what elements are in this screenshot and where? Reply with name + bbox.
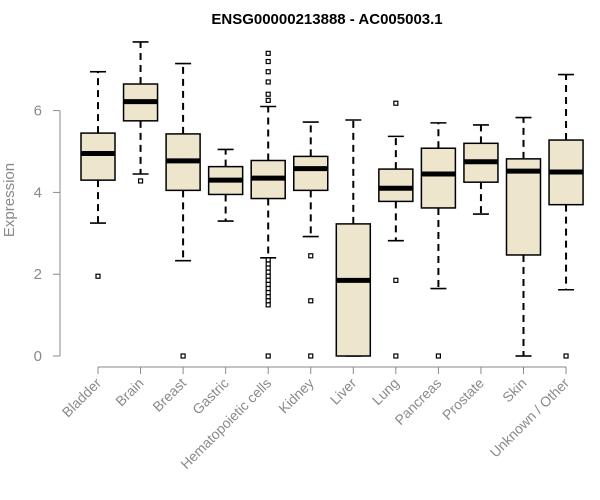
box-breast (165, 62, 201, 359)
iqr-box (80, 132, 116, 181)
outlier-point (95, 273, 101, 279)
outlier-point (265, 298, 271, 304)
outlier-point (265, 50, 271, 56)
chart-title: ENSG00000213888 - AC005003.1 (211, 11, 442, 28)
outlier-point (265, 91, 271, 97)
outlier-point (265, 302, 271, 308)
outlier-point (265, 294, 271, 300)
x-tick-label: Prostate (439, 375, 487, 423)
outlier-point (308, 353, 314, 359)
box-lung (378, 100, 414, 359)
outlier-point (265, 257, 271, 263)
iqr-box (335, 223, 372, 357)
box-prostate (463, 124, 499, 215)
outlier-point (137, 178, 144, 184)
box-liver (335, 119, 372, 357)
x-tick-label: Lung (369, 375, 402, 408)
y-tick-label: 2 (34, 266, 42, 283)
x-tick-label: Kidney (275, 375, 317, 417)
box-gastric (207, 148, 244, 222)
iqr-box (505, 158, 542, 256)
outlier-point (265, 79, 271, 85)
outlier-point (180, 353, 186, 359)
x-tick-label: Skin (499, 375, 530, 406)
box-bladder (80, 70, 116, 279)
outlier-point (265, 290, 271, 296)
box-skin (505, 116, 542, 357)
outlier-point (265, 97, 271, 103)
box-brain (122, 41, 159, 184)
outlier-point (393, 277, 399, 283)
box-hematopoietic-cells (250, 50, 286, 359)
outlier-point (393, 100, 399, 106)
outlier-point (265, 265, 271, 271)
x-tick-label: Bladder (59, 375, 105, 421)
y-tick-label: 6 (34, 103, 42, 120)
iqr-box (293, 155, 329, 192)
y-tick-label: 0 (34, 348, 42, 365)
outlier-point (265, 269, 271, 275)
x-tick-label: Pancreas (391, 375, 444, 428)
x-tick-label: Unknown / Other (487, 375, 573, 461)
box-unknown-other (548, 73, 584, 359)
y-tick-label: 4 (34, 184, 42, 201)
outlier-point (265, 58, 271, 65)
x-tick-label: Breast (149, 375, 189, 415)
x-tick-label: Brain (112, 375, 146, 409)
outlier-point (308, 253, 314, 259)
box-kidney (293, 121, 329, 359)
outlier-point (265, 281, 271, 288)
iqr-box (378, 168, 414, 203)
box-pancreas (420, 122, 457, 359)
outlier-point (265, 273, 271, 279)
outlier-point (265, 277, 271, 283)
outlier-point (265, 69, 271, 75)
outlier-point (265, 285, 271, 292)
outlier-point (393, 353, 399, 359)
iqr-box (420, 147, 457, 209)
y-axis-label: Expression (1, 163, 18, 237)
boxes (80, 41, 584, 359)
x-tick-label: Liver (327, 375, 360, 408)
outlier-point (563, 353, 569, 359)
outlier-point (308, 298, 314, 304)
outlier-point (435, 353, 441, 359)
y-axis: 0 2 4 6 (34, 103, 61, 365)
outlier-point (265, 261, 271, 267)
outlier-point (265, 353, 271, 359)
